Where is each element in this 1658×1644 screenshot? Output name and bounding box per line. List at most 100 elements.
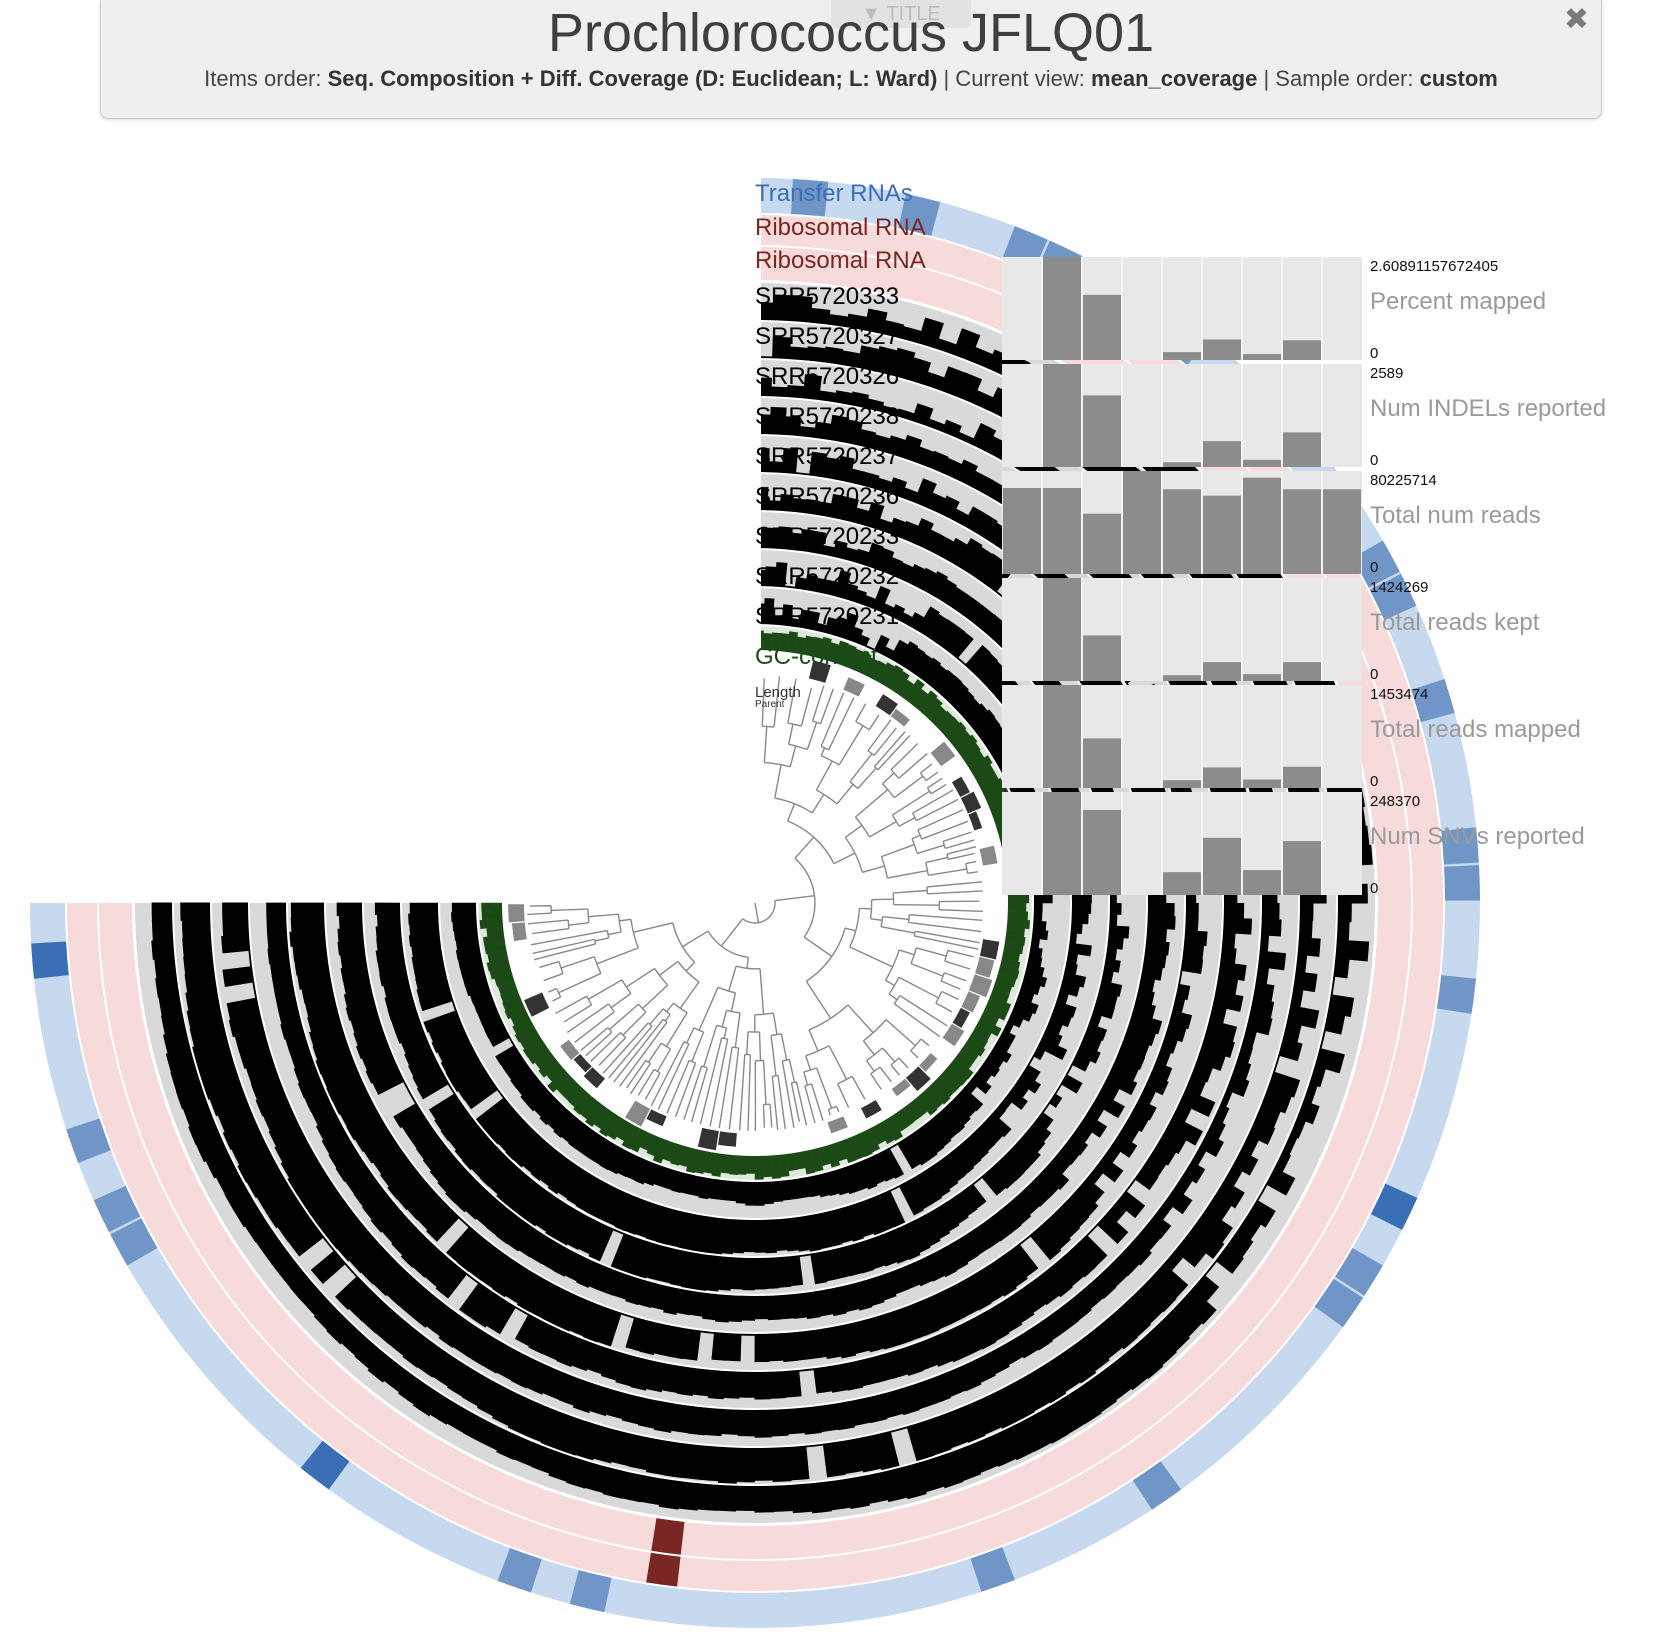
layer-srr5720232[interactable] bbox=[402, 550, 1108, 1256]
coverage-bar bbox=[455, 946, 481, 960]
gc-bar bbox=[876, 662, 896, 686]
gc-bar bbox=[954, 1051, 974, 1070]
title-tab[interactable]: ▼ TITLE bbox=[831, 0, 971, 28]
coverage-bar bbox=[407, 1187, 441, 1221]
panel-bar bbox=[1203, 837, 1241, 895]
layer-length[interactable] bbox=[508, 660, 1000, 1151]
coverage-bar bbox=[889, 604, 906, 621]
coverage-bar bbox=[354, 1122, 392, 1152]
layer-ribosomal-rna-1[interactable] bbox=[67, 215, 1443, 1591]
bar-panel-total-reads-mapped[interactable]: 1453474 Total reads mapped 0 bbox=[1002, 685, 1581, 790]
layer-label-srr5720333[interactable]: SRR5720333 bbox=[755, 283, 900, 310]
gc-bar bbox=[481, 902, 503, 912]
coverage-bar bbox=[781, 1179, 793, 1201]
coverage-bar bbox=[949, 632, 974, 659]
coverage-bar bbox=[355, 1035, 390, 1060]
coverage-bar bbox=[1066, 952, 1078, 965]
coverage-bar bbox=[341, 1327, 370, 1357]
coverage-bar bbox=[1146, 927, 1168, 943]
layer-label-gc-content[interactable]: GC-content bbox=[755, 643, 878, 670]
layer-label-ribosomal-rna[interactable]: Ribosomal RNA bbox=[755, 247, 926, 274]
gc-bar bbox=[580, 1097, 600, 1120]
gc-bar bbox=[897, 1107, 915, 1128]
gc-bar bbox=[646, 1135, 662, 1157]
coverage-bar bbox=[965, 546, 993, 579]
coverage-bar bbox=[1255, 966, 1270, 985]
layer-label-srr5720326[interactable]: SRR5720326 bbox=[755, 363, 900, 390]
coverage-bar bbox=[396, 1177, 432, 1211]
layer-label-srr5720233[interactable]: SRR5720233 bbox=[755, 523, 900, 550]
coverage-bar bbox=[548, 1451, 575, 1482]
layer-label-srr5720237[interactable]: SRR5720237 bbox=[755, 443, 900, 470]
coverage-bar bbox=[384, 990, 415, 1010]
layer-label-transfer-rnas[interactable]: Transfer RNAs bbox=[755, 180, 913, 207]
coverage-bar bbox=[899, 326, 922, 344]
coverage-bar bbox=[857, 345, 880, 372]
layer-label-srr5720231[interactable]: SRR5720231 bbox=[755, 603, 900, 630]
coverage-bar bbox=[940, 1327, 969, 1363]
bar-panel-num-indels-reported[interactable]: 2589 Num INDELs reported 0 bbox=[1002, 364, 1606, 469]
panel-min-label: 0 bbox=[1370, 452, 1378, 469]
layer-label-parent[interactable]: Parent bbox=[755, 699, 785, 710]
coverage-bar bbox=[754, 1295, 769, 1320]
coverage-bar bbox=[412, 1384, 443, 1417]
layer-ribosomal-rna-2[interactable] bbox=[99, 247, 1411, 1559]
coverage-bar bbox=[274, 1132, 311, 1163]
coverage-bar bbox=[1337, 903, 1352, 923]
length-bar bbox=[961, 991, 981, 1013]
coverage-bar bbox=[949, 1147, 975, 1175]
dendrogram[interactable] bbox=[527, 676, 983, 1132]
coverage-bar bbox=[591, 1138, 613, 1166]
coverage-bar bbox=[945, 682, 969, 706]
coverage-bar bbox=[816, 501, 832, 518]
coverage-bar bbox=[288, 1222, 325, 1257]
gc-bar bbox=[1003, 942, 1024, 955]
layer-label-srr5720236[interactable]: SRR5720236 bbox=[755, 483, 900, 510]
sample-order-value: custom bbox=[1419, 66, 1498, 91]
close-icon[interactable]: ✖ bbox=[1563, 3, 1589, 36]
gc-bar bbox=[825, 1143, 841, 1168]
gc-bar bbox=[980, 777, 1005, 796]
coverage-bar bbox=[1111, 1352, 1148, 1391]
bar-panel-total-reads-kept[interactable]: 1424269 Total reads kept 0 bbox=[1002, 578, 1540, 683]
coverage-bar bbox=[873, 634, 890, 655]
layer-label-srr5720232[interactable]: SRR5720232 bbox=[755, 563, 900, 590]
coverage-bar bbox=[530, 1147, 561, 1181]
panel-bar bbox=[1163, 352, 1201, 360]
coverage-bar bbox=[345, 1000, 378, 1021]
coverage-bar bbox=[666, 1209, 686, 1248]
trna-hit bbox=[1352, 540, 1400, 588]
layer-label-srr5720327[interactable]: SRR5720327 bbox=[755, 323, 900, 350]
gc-bar bbox=[519, 1031, 542, 1050]
gc-bar bbox=[670, 1143, 685, 1166]
bar-panel-percent-mapped[interactable]: 2.60891157672405 Percent mapped 0 bbox=[1002, 257, 1546, 362]
coverage-bar bbox=[890, 1426, 908, 1433]
coverage-bar bbox=[927, 1333, 954, 1367]
length-bar bbox=[979, 845, 998, 866]
coverage-bar bbox=[1061, 972, 1087, 988]
bar-panel-total-num-reads[interactable]: 80225714 Total num reads 0 bbox=[1002, 471, 1541, 576]
coverage-bar bbox=[440, 1111, 475, 1142]
layer-label-ribosomal-rna[interactable]: Ribosomal RNA bbox=[755, 214, 926, 241]
coverage-bar bbox=[917, 317, 944, 349]
length-bar bbox=[919, 1053, 938, 1072]
panel-bar bbox=[1083, 738, 1121, 788]
coverage-bar bbox=[995, 1205, 1022, 1234]
coverage-bar bbox=[479, 1153, 512, 1187]
coverage-bar bbox=[1035, 1404, 1070, 1444]
coverage-bar bbox=[451, 911, 477, 923]
gc-bar bbox=[486, 926, 504, 937]
coverage-bar bbox=[791, 1483, 813, 1514]
coverage-bar bbox=[926, 418, 945, 432]
coverage-bar bbox=[1221, 932, 1236, 949]
layer-label-srr5720238[interactable]: SRR5720238 bbox=[755, 403, 900, 430]
layer-label-length[interactable]: Length bbox=[755, 684, 801, 701]
coverage-bar bbox=[813, 1366, 833, 1394]
coverage-bar bbox=[277, 1004, 301, 1025]
coverage-bar bbox=[367, 1351, 398, 1383]
coverage-bar bbox=[873, 1151, 895, 1182]
bar-panel-num-snvs-reported[interactable]: 248370 Num SNVs reported 0 bbox=[1002, 792, 1585, 897]
coverage-bar bbox=[514, 1313, 543, 1347]
coverage-bar bbox=[1101, 1261, 1128, 1288]
